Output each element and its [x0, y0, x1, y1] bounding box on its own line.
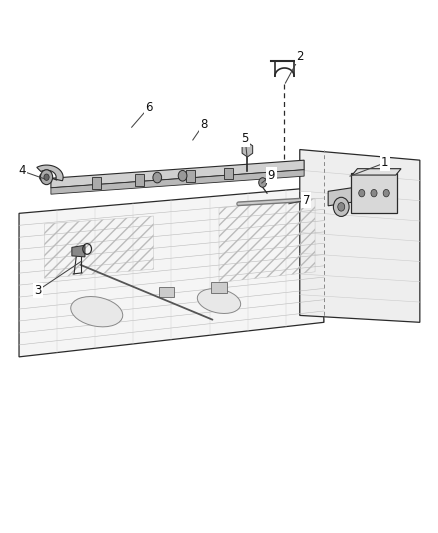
- Circle shape: [302, 196, 309, 204]
- Text: 9: 9: [268, 168, 275, 182]
- Ellipse shape: [71, 296, 123, 327]
- Polygon shape: [328, 188, 352, 206]
- Bar: [224, 168, 233, 180]
- Polygon shape: [352, 168, 401, 175]
- Circle shape: [40, 169, 53, 184]
- Polygon shape: [51, 169, 304, 194]
- Bar: [92, 177, 101, 189]
- Circle shape: [153, 172, 162, 183]
- Circle shape: [359, 189, 365, 197]
- Text: 6: 6: [145, 101, 153, 114]
- Text: 1: 1: [381, 156, 389, 169]
- Ellipse shape: [39, 173, 49, 181]
- Bar: [159, 287, 174, 297]
- Circle shape: [259, 177, 267, 187]
- Text: 4: 4: [18, 164, 25, 177]
- Text: 3: 3: [34, 284, 42, 297]
- Ellipse shape: [198, 289, 240, 313]
- Polygon shape: [37, 165, 63, 181]
- Circle shape: [371, 189, 377, 197]
- Polygon shape: [72, 245, 85, 257]
- Bar: [186, 171, 194, 182]
- Text: 2: 2: [296, 50, 304, 63]
- Text: 8: 8: [200, 118, 208, 131]
- Text: 7: 7: [303, 193, 310, 207]
- Bar: [211, 282, 227, 293]
- Polygon shape: [300, 150, 420, 322]
- Polygon shape: [51, 160, 304, 188]
- Circle shape: [44, 174, 49, 180]
- Circle shape: [178, 171, 187, 181]
- Polygon shape: [19, 187, 324, 357]
- Text: 5: 5: [241, 132, 249, 146]
- Bar: [135, 174, 144, 185]
- Circle shape: [338, 203, 345, 211]
- Circle shape: [383, 189, 389, 197]
- FancyBboxPatch shape: [351, 173, 397, 213]
- Circle shape: [333, 197, 349, 216]
